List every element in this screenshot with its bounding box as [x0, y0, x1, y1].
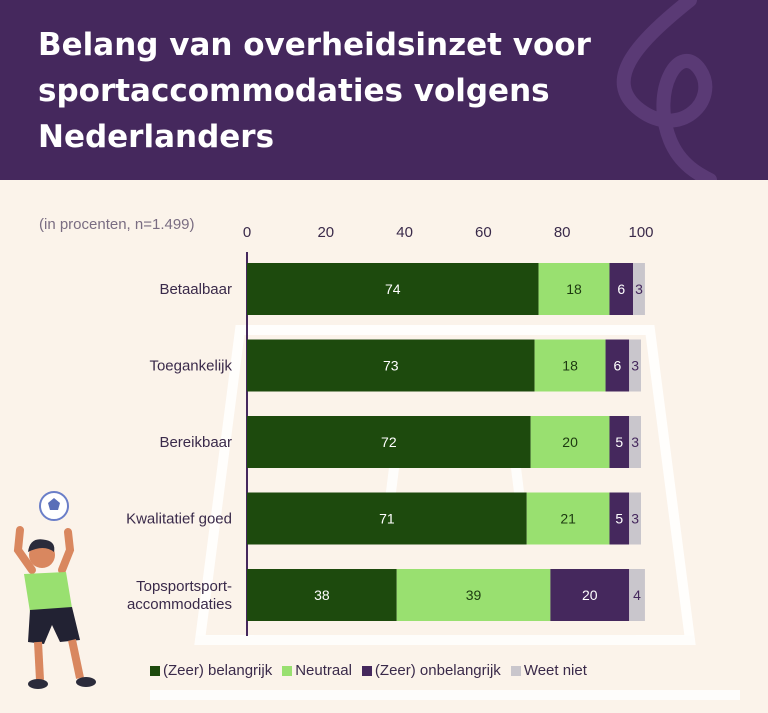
- data-label: 21: [560, 511, 576, 527]
- bar-segment: [247, 492, 527, 545]
- x-tick-label: 20: [317, 224, 334, 241]
- data-label: 38: [314, 587, 330, 603]
- category-label: Topsportsport-accommodaties: [127, 578, 232, 613]
- data-label: 3: [631, 511, 639, 527]
- legend-swatch: [282, 665, 293, 676]
- legend-swatch: [510, 665, 521, 676]
- bar-segment: [247, 569, 397, 621]
- data-label: 6: [613, 358, 621, 374]
- legend-item-zeer-belangrijk: (Zeer) belangrijk: [150, 662, 272, 679]
- data-label: 6: [617, 281, 625, 297]
- data-label: 39: [466, 587, 482, 603]
- header-banner: Belang van overheidsinzet voor sportacco…: [0, 0, 768, 180]
- data-label: 18: [562, 358, 578, 374]
- data-label: 72: [381, 434, 397, 450]
- page-title: Belang van overheidsinzet voor sportacco…: [38, 27, 591, 155]
- legend-label: Weet niet: [523, 662, 587, 679]
- bar-segment: [247, 416, 531, 468]
- decorative-curve: [616, 0, 717, 180]
- bar-segment: [605, 339, 630, 392]
- bar-segment: [247, 263, 539, 315]
- data-label: 3: [631, 434, 639, 450]
- data-label: 20: [582, 587, 598, 603]
- data-label: 20: [562, 434, 578, 450]
- data-label: 71: [379, 511, 395, 527]
- legend-label: Neutraal: [295, 662, 352, 679]
- bar-segment: [247, 339, 535, 392]
- legend-label: (Zeer) belangrijk: [163, 662, 273, 679]
- data-label: 18: [566, 281, 582, 297]
- x-tick-label: 60: [475, 224, 492, 241]
- bar-segment: [538, 263, 610, 315]
- legend-swatch: [361, 665, 372, 676]
- x-tick-label: 100: [628, 224, 653, 241]
- category-label: Betaalbaar: [159, 281, 232, 298]
- legend-item-weet-niet: Weet niet: [510, 662, 587, 679]
- data-label: 5: [615, 434, 623, 450]
- x-tick-label: 80: [554, 224, 571, 241]
- legend-item-zeer-onbelangrijk: (Zeer) onbelangrijk: [361, 662, 501, 679]
- legend-label: (Zeer) onbelangrijk: [374, 662, 501, 679]
- bar-segment: [629, 569, 645, 621]
- bar-segment: [396, 569, 551, 621]
- category-label: Kwalitatief goed: [126, 511, 232, 528]
- bar-segment: [609, 416, 630, 468]
- bar-segment: [629, 416, 641, 468]
- bar-segment: [534, 339, 606, 392]
- bar-segment: [550, 569, 630, 621]
- bar-segment: [629, 492, 641, 545]
- data-label: 3: [631, 358, 639, 374]
- bar-segment: [609, 263, 634, 315]
- bar-segment: [629, 339, 641, 392]
- chart-legend: (Zeer) belangrijk Neutraal (Zeer) onbela…: [150, 662, 587, 679]
- bar-segment: [633, 263, 645, 315]
- x-tick-label: 40: [396, 224, 413, 241]
- bar-segment: [530, 416, 610, 468]
- data-label: 5: [615, 511, 623, 527]
- legend-swatch: [150, 665, 160, 676]
- bar-segment: [526, 492, 610, 545]
- soccer-player-illustration: [13, 491, 96, 689]
- category-label: Toegankelijk: [149, 358, 232, 375]
- data-label: 4: [633, 587, 641, 603]
- bar-segment: [609, 492, 630, 545]
- legend-item-neutraal: Neutraal: [282, 662, 352, 679]
- chart-subtitle: (in procenten, n=1.499): [39, 216, 195, 233]
- x-tick-label: 0: [243, 224, 251, 241]
- data-label: 73: [383, 358, 399, 374]
- category-label: Bereikbaar: [159, 434, 232, 451]
- data-label: 3: [635, 281, 643, 297]
- data-label: 74: [385, 281, 401, 297]
